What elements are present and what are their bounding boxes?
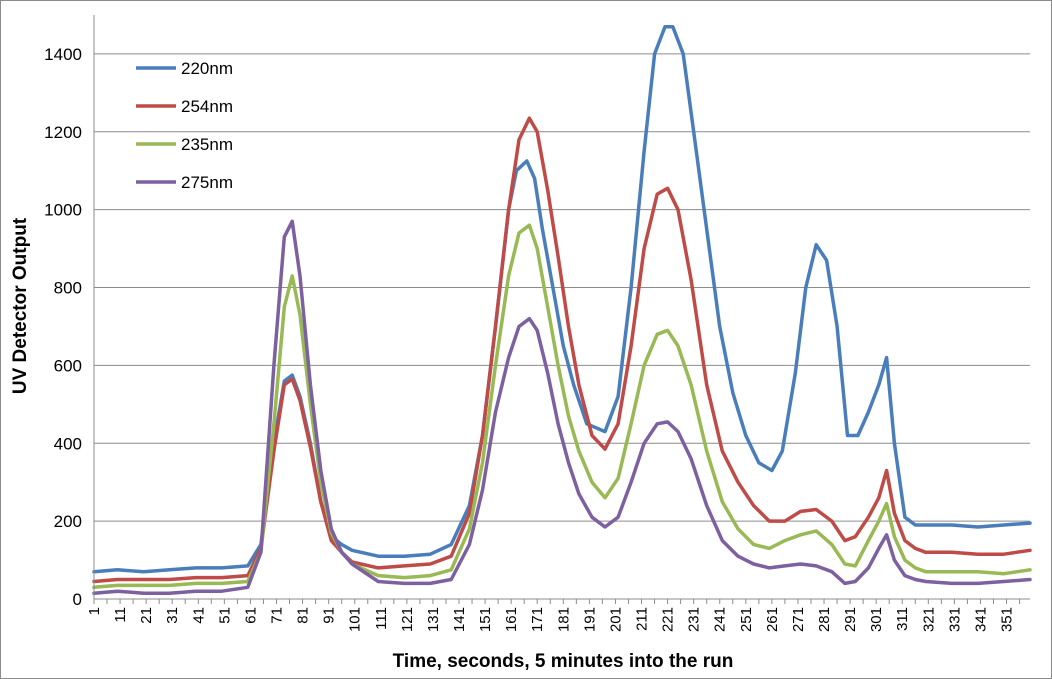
series-line-235nm (92, 223, 1032, 590)
x-tick-label: 121 (399, 607, 416, 632)
x-tick-label: 91 (321, 607, 338, 624)
x-tick-label: 31 (164, 607, 181, 624)
x-tick-label: 1 (86, 607, 103, 615)
x-tick-label: 321 (920, 607, 937, 632)
x-tick-label: 291 (842, 607, 859, 632)
x-tick-label: 171 (529, 607, 546, 632)
x-tick-label: 251 (738, 607, 755, 632)
y-axis-title: UV Detector Output (10, 217, 31, 394)
x-tick-label: 111 (373, 607, 390, 630)
x-tick-label: 211 (634, 607, 651, 631)
x-tick-label: 341 (972, 607, 989, 632)
x-axis-title: Time, seconds, 5 minutes into the run (393, 651, 734, 672)
y-tick-label: 1000 (44, 201, 82, 220)
x-tick-label: 61 (242, 607, 259, 624)
y-tick-labels: 0 200 400 600 800 1000 1200 1400 (44, 45, 82, 609)
x-tick-label: 331 (946, 607, 963, 632)
x-tick-label: 41 (190, 607, 207, 624)
y-tick-label: 1200 (44, 123, 82, 142)
series-line-275nm (92, 219, 1032, 595)
x-tick-label: 311 (894, 607, 911, 631)
legend-label: 235nm (181, 135, 233, 154)
x-tick-label: 81 (295, 607, 312, 624)
x-tick-label: 271 (790, 607, 807, 632)
legend-label: 220nm (181, 59, 233, 78)
y-tick-label: 600 (54, 356, 82, 375)
axes (93, 15, 1030, 604)
x-tick-label: 11 (112, 607, 129, 623)
y-tick-label: 400 (54, 434, 82, 453)
x-tick-label: 131 (425, 607, 442, 632)
x-tick-label: 151 (477, 607, 494, 632)
x-tick-label: 21 (138, 607, 155, 624)
x-tick-label: 231 (686, 607, 703, 632)
series-lines (92, 24, 1032, 595)
y-tick-label: 1400 (44, 45, 82, 64)
x-tick-label: 101 (347, 607, 364, 632)
legend-label: 275nm (181, 173, 233, 192)
x-tick-label: 71 (269, 607, 286, 624)
x-tick-label: 281 (816, 607, 833, 632)
gridlines (94, 53, 1030, 522)
x-tick-label: 201 (607, 607, 624, 632)
x-tick-label: 161 (503, 607, 520, 632)
y-tick-label: 0 (73, 590, 82, 609)
x-tick-label: 261 (764, 607, 781, 632)
x-tick-label: 351 (999, 607, 1016, 632)
y-tick-label: 200 (54, 512, 82, 531)
x-tick-label: 141 (451, 607, 468, 632)
legend-label: 254nm (181, 97, 233, 116)
x-tick-label: 241 (712, 607, 729, 632)
y-tick-label: 800 (54, 279, 82, 298)
x-tick-label: 221 (660, 607, 677, 632)
x-tick-label: 181 (555, 607, 572, 632)
series-line-254nm (92, 116, 1032, 584)
x-tick-label: 301 (868, 607, 885, 632)
legend: 220nm 254nm 235nm 275nm (136, 59, 233, 192)
x-tick-label: 191 (581, 607, 598, 632)
x-tick-label: 51 (216, 607, 233, 624)
x-tick-labels: 1 11 21 31 41 51 61 71 81 91 101 111 121 131 141 151 161… (86, 607, 1016, 632)
